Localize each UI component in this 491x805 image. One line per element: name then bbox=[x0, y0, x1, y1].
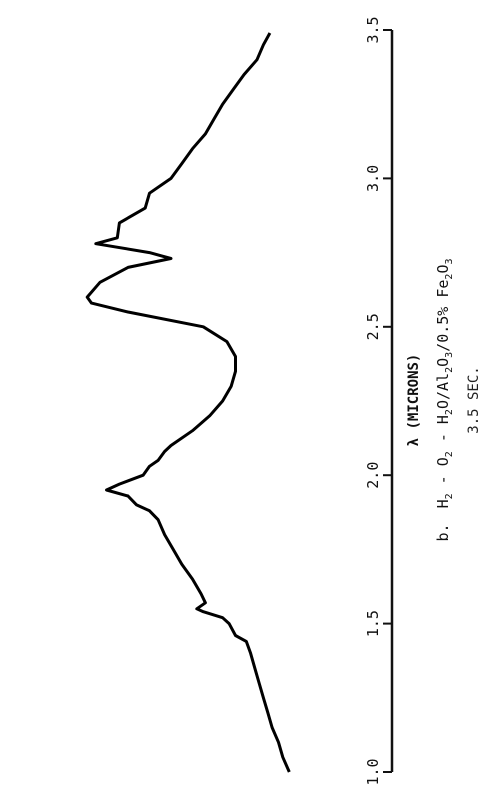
caption-formula-8: 2 bbox=[444, 367, 455, 373]
spectrum-line bbox=[85, 32, 291, 773]
caption-formula-11: /0.5% Fe bbox=[434, 280, 452, 352]
caption-formula-13: O bbox=[434, 265, 452, 274]
x-tick-label: 3.0 bbox=[364, 165, 382, 192]
x-tick-label: 2.5 bbox=[364, 313, 382, 340]
caption-formula-9: O bbox=[434, 358, 452, 367]
x-axis-tick-labels: 1.0 1.5 2.0 2.5 3.0 3.5 bbox=[364, 16, 382, 785]
caption-formula-10: 3 bbox=[444, 352, 455, 358]
caption-formula-6: 2 bbox=[444, 409, 455, 415]
caption-group: b. H2 - O2 - H2O/Al2O3/0.5% Fe2O3 bbox=[434, 258, 455, 541]
x-tick-label: 1.5 bbox=[364, 610, 382, 637]
caption-formula-4: 2 bbox=[444, 451, 455, 457]
caption-formula-7: O/Al bbox=[434, 373, 452, 409]
exposure-group: 3.5 SEC. bbox=[466, 366, 482, 433]
x-axis-label-group: λ (MICRONS) bbox=[406, 354, 422, 447]
caption-label: b. bbox=[434, 523, 452, 541]
x-axis-label: λ (MICRONS) bbox=[406, 354, 422, 447]
x-tick-label: 3.5 bbox=[364, 16, 382, 43]
caption-formula-3: - O bbox=[434, 457, 452, 493]
caption-formula-2: 2 bbox=[444, 493, 455, 499]
plot-area: 1.0 1.5 2.0 2.5 3.0 3.5 bbox=[85, 16, 394, 786]
caption-formula-14: 3 bbox=[444, 258, 455, 264]
x-tick-label: 1.0 bbox=[364, 758, 382, 785]
exposure-time: 3.5 SEC. bbox=[466, 366, 482, 433]
figure-caption: b. H2 - O2 - H2O/Al2O3/0.5% Fe2O3 bbox=[434, 258, 455, 541]
x-axis-ticks bbox=[383, 29, 392, 773]
caption-formula-1: H bbox=[434, 499, 452, 508]
caption-formula-5: - H bbox=[434, 415, 452, 451]
caption-formula-12: 2 bbox=[444, 274, 455, 280]
x-tick-label: 2.0 bbox=[364, 462, 382, 489]
